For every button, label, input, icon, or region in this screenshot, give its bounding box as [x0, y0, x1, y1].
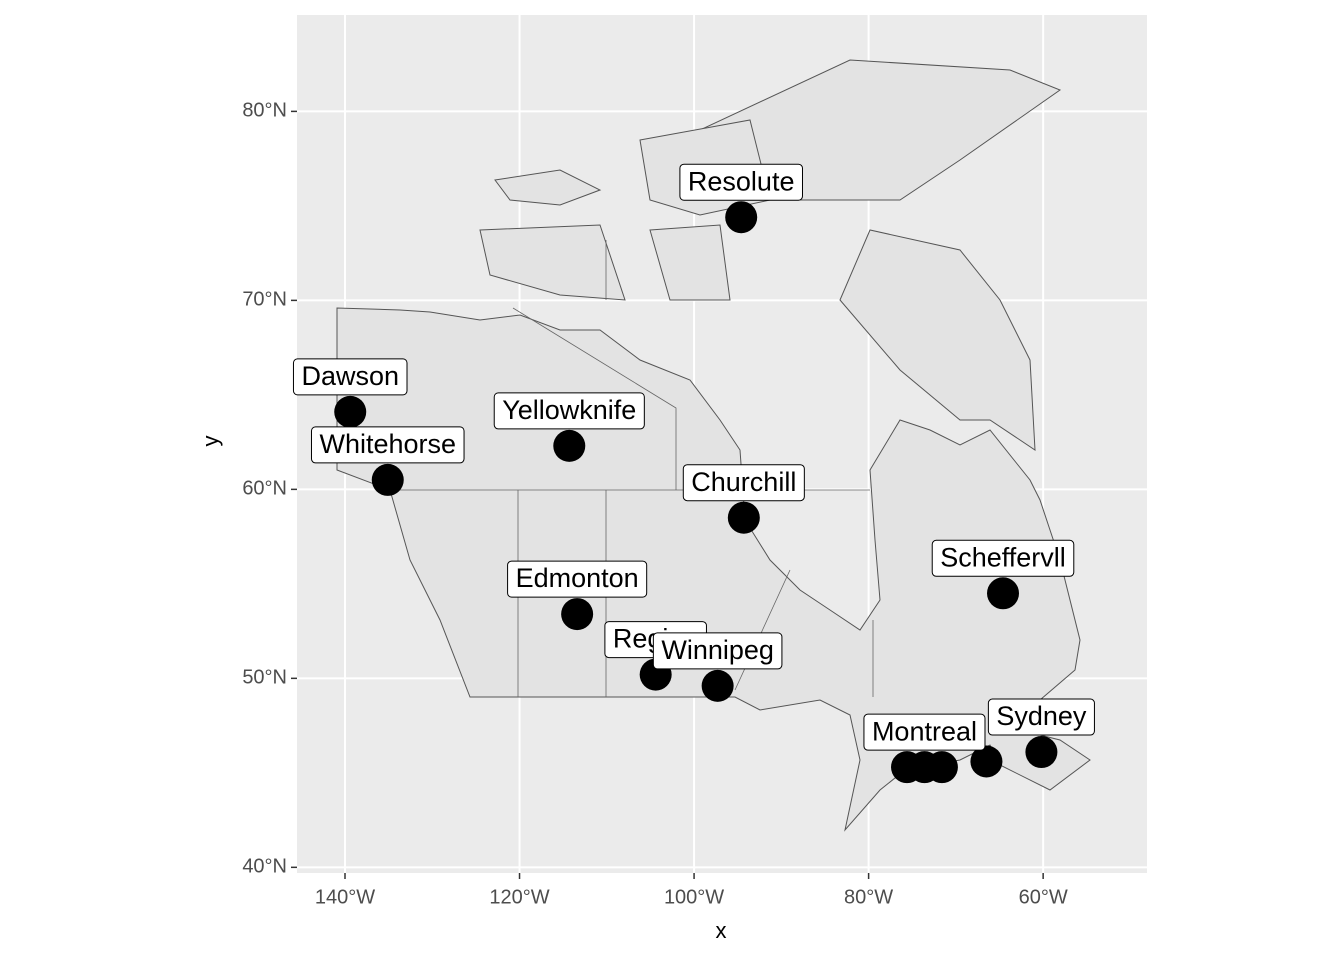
city-label: Sydney — [987, 698, 1095, 736]
city-label: Whitehorse — [310, 426, 465, 464]
label-box — [679, 163, 803, 201]
city-point — [371, 463, 404, 496]
label-text: Yellowknife — [502, 395, 636, 425]
island — [479, 224, 626, 301]
city-point — [1025, 736, 1058, 769]
city-label: Montreal — [863, 713, 986, 751]
y-tick-label: 40°N — [242, 856, 287, 878]
city-label: Winnipeg — [652, 632, 783, 670]
label-box — [987, 698, 1095, 736]
city-point — [987, 577, 1020, 610]
mainland — [336, 307, 1091, 832]
label-box — [310, 426, 465, 464]
y-tick-label: 80°N — [242, 100, 287, 122]
y-tick-label: 50°N — [242, 667, 287, 689]
city-point — [725, 201, 758, 234]
city-point — [561, 598, 594, 631]
label-box — [493, 392, 645, 430]
label-text: Montreal — [872, 716, 977, 746]
city-point — [925, 751, 958, 784]
label-text: Edmonton — [516, 563, 639, 593]
label-text: Dawson — [301, 361, 399, 391]
label-text: Winnipeg — [661, 635, 774, 665]
city-label: Yellowknife — [493, 392, 645, 430]
label-text: Sydney — [996, 701, 1087, 731]
x-tick-label: 100°W — [664, 886, 724, 908]
island — [839, 229, 1036, 451]
x-axis-title: x — [716, 918, 727, 943]
x-tick-label: 120°W — [489, 886, 549, 908]
city-point — [701, 669, 734, 702]
label-text: Churchill — [691, 467, 796, 497]
label-box — [931, 539, 1075, 577]
label-box — [507, 560, 648, 598]
city-label: Scheffervll — [931, 539, 1075, 577]
city-label: Edmonton — [507, 560, 648, 598]
label-text: Whitehorse — [319, 429, 456, 459]
y-tick-label: 70°N — [242, 289, 287, 311]
y-tick-label: 60°N — [242, 478, 287, 500]
island — [649, 224, 731, 301]
label-text: Resolute — [688, 166, 795, 196]
label-box — [652, 632, 783, 670]
marks: Resolute Dawson Yellowknife Whitehorse Churc… — [292, 163, 1095, 784]
city-point — [553, 429, 586, 462]
axes: 140°W 120°W 100°W 80°W 60°W 40°N 50°N 60°N 70°N 8… — [242, 100, 1068, 909]
city-point — [970, 745, 1003, 778]
city-point — [334, 395, 367, 428]
y-axis-title: y — [198, 436, 223, 447]
x-tick-label: 80°W — [844, 886, 893, 908]
label-text: Scheffervll — [940, 542, 1066, 572]
island — [494, 169, 602, 206]
city-label: Churchill — [682, 464, 805, 502]
x-tick-label: 60°W — [1019, 886, 1068, 908]
label-box — [292, 358, 408, 396]
city-point — [727, 501, 760, 534]
city-label: Resolute — [679, 163, 803, 201]
x-tick-label: 140°W — [315, 886, 375, 908]
label-box — [863, 713, 986, 751]
label-box — [682, 464, 805, 502]
city-label: Dawson — [292, 358, 408, 396]
